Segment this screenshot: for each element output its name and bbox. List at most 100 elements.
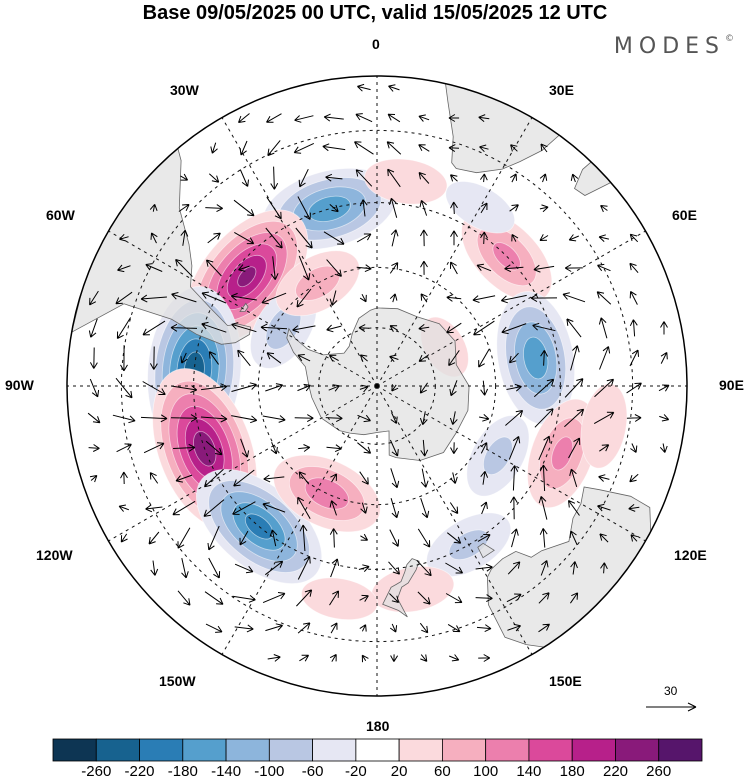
colorbar-swatch bbox=[139, 738, 184, 762]
wind-arrow bbox=[325, 173, 343, 182]
wind-arrow bbox=[539, 204, 549, 213]
wind-arrow bbox=[237, 349, 251, 367]
wind-arrow bbox=[420, 260, 428, 275]
wind-arrow bbox=[360, 502, 368, 514]
wind-arrow bbox=[450, 201, 458, 215]
wind-arrow bbox=[568, 500, 580, 516]
anomaly-center bbox=[364, 158, 448, 205]
wind-arrow bbox=[659, 443, 668, 453]
wind-arrow bbox=[419, 411, 428, 426]
wind-arrow bbox=[118, 504, 130, 512]
wind-arrow bbox=[566, 318, 582, 338]
wind-arrow bbox=[88, 318, 98, 338]
colorbar-tick-label: 260 bbox=[646, 763, 672, 780]
wind-arrow bbox=[564, 378, 584, 398]
wind-arrow bbox=[330, 473, 337, 483]
colorbar-tick-label: 180 bbox=[559, 763, 585, 780]
wind-arrow bbox=[270, 256, 279, 280]
wind-arrow bbox=[208, 557, 221, 579]
wind-arrow bbox=[200, 414, 228, 423]
wind-arrow bbox=[450, 174, 458, 182]
wind-arrow bbox=[419, 229, 428, 247]
wind-arrow bbox=[539, 234, 549, 241]
wind-arrow bbox=[201, 291, 227, 304]
land-falkland-islands bbox=[239, 302, 249, 313]
wind-arrow bbox=[570, 173, 579, 183]
wind-arrow bbox=[232, 501, 256, 515]
anomaly-contour bbox=[304, 477, 350, 510]
wind-arrow bbox=[149, 203, 158, 212]
wind-arrow bbox=[569, 468, 578, 488]
wind-arrow bbox=[387, 168, 401, 188]
anomaly-contour bbox=[237, 266, 257, 288]
wind-arrow bbox=[500, 294, 527, 304]
colorbar-swatch bbox=[312, 738, 357, 762]
wind-arrow bbox=[240, 438, 250, 458]
wind-arrow bbox=[149, 472, 159, 484]
wind-arrow bbox=[142, 320, 166, 336]
wind-arrow bbox=[538, 496, 548, 520]
colorbar-swatch bbox=[95, 738, 140, 762]
colorbar-swatch bbox=[528, 738, 573, 762]
wind-arrow bbox=[356, 264, 372, 273]
land-new-zealand bbox=[382, 558, 420, 618]
wind-arrow bbox=[297, 383, 311, 392]
wind-arrow bbox=[207, 232, 221, 244]
wind-arrow bbox=[145, 263, 163, 272]
anomaly-contour bbox=[551, 436, 574, 471]
wind-arrow bbox=[389, 197, 398, 218]
wind-arrow bbox=[418, 144, 430, 152]
anomaly-contour bbox=[364, 158, 448, 205]
wind-arrow bbox=[600, 562, 608, 574]
wind-arrow bbox=[420, 654, 428, 662]
wind-arrow bbox=[511, 528, 519, 548]
wind-arrow bbox=[478, 348, 490, 368]
wind-arrow bbox=[658, 384, 670, 392]
wind-arrow bbox=[297, 196, 311, 220]
wind-arrow bbox=[323, 231, 345, 245]
wind-arrow bbox=[297, 354, 311, 362]
wind-arrow bbox=[298, 255, 311, 281]
anomaly-center bbox=[273, 454, 381, 533]
colorbar-tick-label: -220 bbox=[124, 763, 155, 780]
anomaly-center bbox=[496, 291, 575, 425]
colorbar-tick-label: -140 bbox=[211, 763, 242, 780]
wind-arrow bbox=[476, 624, 492, 633]
wind-arrow bbox=[88, 444, 100, 452]
wind-arrow bbox=[446, 293, 462, 302]
wind-arrow bbox=[629, 290, 638, 305]
wind-arrow bbox=[479, 144, 489, 153]
label-lon-0: 0 bbox=[372, 36, 380, 52]
wind-arrow bbox=[480, 470, 489, 485]
wind-arrow bbox=[149, 346, 158, 370]
wind-arrow bbox=[359, 199, 368, 217]
wind-arrow bbox=[329, 290, 338, 306]
wind-arrow bbox=[418, 114, 430, 122]
wind-arrow bbox=[660, 351, 668, 364]
wind-arrow bbox=[389, 293, 398, 303]
label-lon-30w: 30W bbox=[170, 82, 199, 98]
wind-arrow bbox=[448, 350, 460, 367]
wind-arrow bbox=[359, 471, 369, 485]
map-border bbox=[66, 75, 688, 697]
wind-arrow bbox=[564, 264, 583, 272]
wind-arrow bbox=[143, 442, 165, 454]
wind-arrow bbox=[323, 113, 344, 122]
wind-arrow bbox=[354, 141, 374, 155]
wind-arrow bbox=[387, 113, 401, 123]
label-lon-180: 180 bbox=[366, 718, 390, 734]
label-lon-120w: 120W bbox=[36, 547, 73, 563]
wind-arrow bbox=[265, 383, 284, 392]
wind-arrow bbox=[389, 623, 398, 633]
wind-arrow bbox=[208, 351, 220, 365]
wind-arrow bbox=[175, 259, 193, 277]
wind-arrow bbox=[322, 143, 346, 152]
wind-arrow bbox=[418, 172, 430, 184]
wind-arrow bbox=[326, 444, 342, 453]
colorbar-swatch bbox=[615, 738, 660, 762]
wind-arrow bbox=[120, 471, 128, 485]
wind-arrow bbox=[417, 528, 431, 548]
wind-arrow bbox=[629, 319, 638, 337]
wind-arrow bbox=[386, 141, 402, 155]
wind-arrow bbox=[297, 556, 311, 580]
